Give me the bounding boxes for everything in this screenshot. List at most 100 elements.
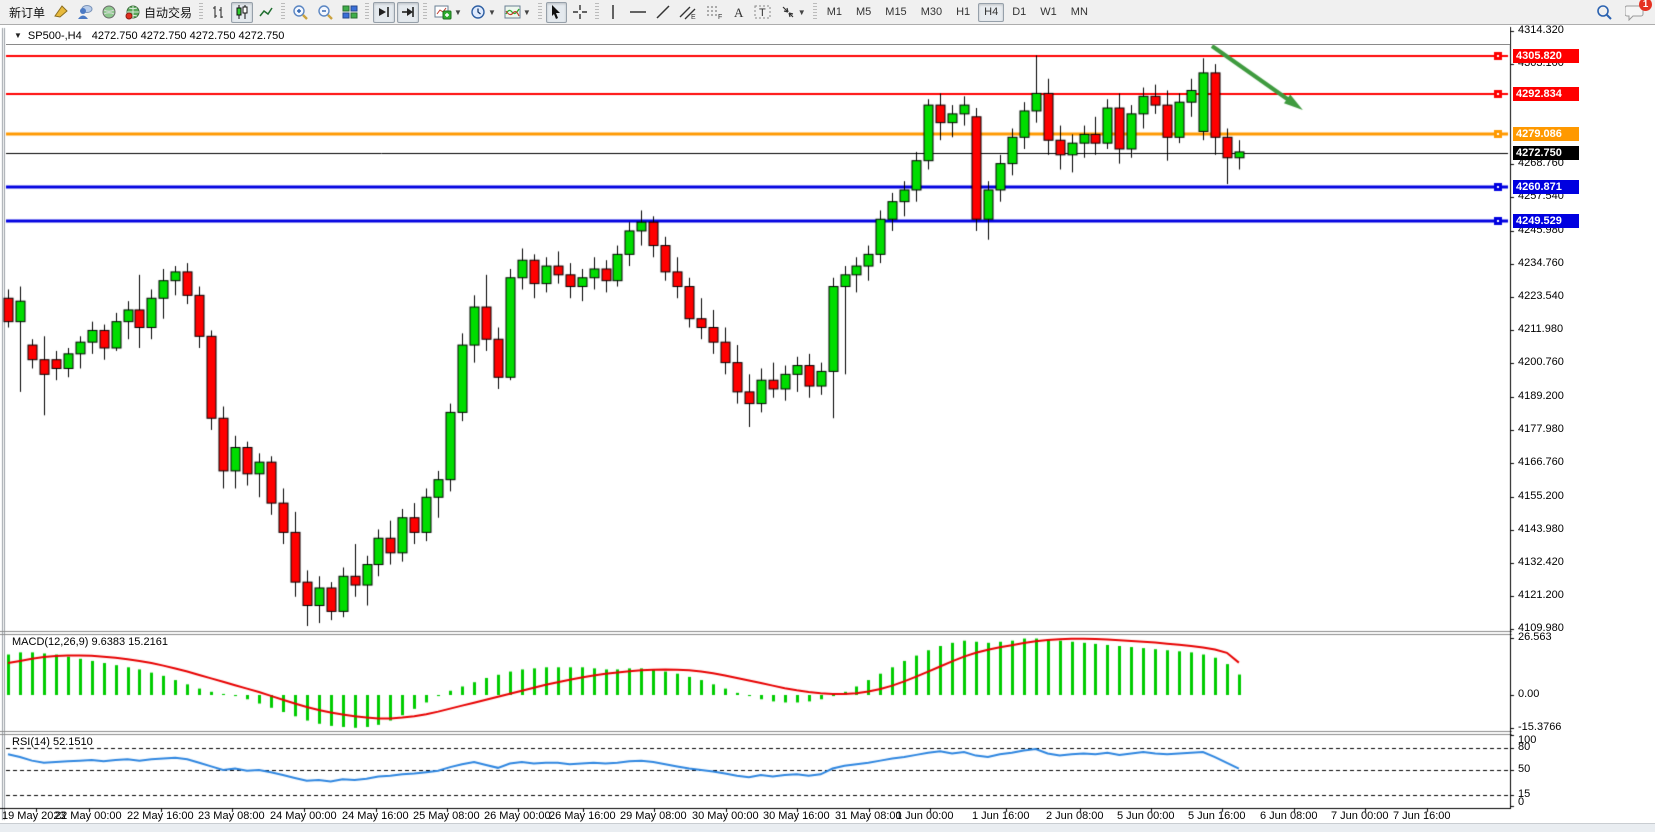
new-order-button[interactable]: 新订单 [3, 2, 48, 23]
time-axis-label: 24 May 00:00 [270, 810, 337, 822]
autotrading-button[interactable]: 自动交易 [122, 2, 195, 23]
dropdown-arrow-icon: ▼ [797, 7, 806, 17]
user-cloud-icon [77, 4, 93, 20]
timeframe-button-mn[interactable]: MN [1070, 6, 1088, 18]
indicator-wave-icon [504, 4, 521, 20]
globe-icon [125, 4, 141, 20]
timeframe-button-h4[interactable]: H4 [978, 2, 1005, 22]
timeframe-group: M1 M5 M15 M30 H1 H4 D1 W1 MN [820, 2, 1095, 22]
new-chart-button[interactable]: ▼ [431, 2, 465, 23]
toolbar-separator [199, 3, 204, 21]
price-axis-tick: 4211.980 [1518, 323, 1564, 335]
tile-windows-button[interactable] [339, 2, 361, 23]
text-tool-button[interactable]: A [728, 2, 749, 23]
time-axis-label: 22 May 16:00 [127, 810, 194, 822]
time-axis-label: 22 May 00:00 [55, 810, 122, 822]
chart-shift-icon [376, 4, 392, 20]
fibonacci-icon: F [705, 4, 723, 20]
price-axis-tick: 4200.760 [1518, 356, 1564, 368]
tile-windows-icon [342, 4, 358, 20]
dropdown-arrow-icon: ▼ [522, 7, 531, 17]
vertical-line-icon [607, 4, 619, 20]
time-axis-label: 24 May 16:00 [342, 810, 409, 822]
timeframe-button-d1[interactable]: D1 [1012, 6, 1027, 18]
cursor-icon [549, 4, 563, 20]
timeframe-button-w1[interactable]: W1 [1040, 6, 1057, 18]
search-icon [1596, 4, 1613, 21]
crosshair-tool-button[interactable] [569, 2, 591, 23]
channel-tool-button[interactable]: E [676, 2, 700, 23]
timeframe-button-m1[interactable]: M1 [826, 6, 842, 18]
chart-shift-button[interactable] [373, 1, 396, 23]
current-price-tag: 4272.750 [1513, 146, 1579, 160]
navigator-button[interactable] [98, 2, 120, 23]
time-axis-label: 26 May 16:00 [549, 810, 616, 822]
auto-scroll-button[interactable] [397, 1, 420, 23]
macd-axis-tick: 26.563 [1518, 631, 1552, 643]
letter-a-icon: A [731, 4, 745, 20]
cursor-tool-button[interactable] [545, 1, 567, 23]
zoom-in-icon [292, 4, 309, 21]
macd-axis-tick: -15.3766 [1518, 721, 1562, 733]
price-axis-tick: 4268.760 [1518, 157, 1564, 169]
price-axis-tick: 4155.200 [1518, 490, 1564, 502]
hline-price-tag: 4279.086 [1513, 127, 1579, 141]
trendline-tool-button[interactable] [652, 2, 674, 23]
rsi-axis-tick: 100 [1518, 734, 1537, 746]
equidistant-channel-icon: E [679, 4, 697, 20]
search-button[interactable] [1593, 2, 1616, 23]
candlestick-chart-button[interactable] [231, 1, 254, 23]
window-bottom-edge [0, 823, 1655, 832]
market-watch-button[interactable] [50, 2, 72, 23]
price-axis-tick: 4234.760 [1518, 257, 1564, 269]
rsi-axis-tick: 0 [1518, 796, 1525, 808]
one-click-trading-expander[interactable]: ▼ [14, 31, 22, 40]
data-window-button[interactable] [74, 2, 96, 23]
svg-text:F: F [718, 14, 722, 20]
periods-button[interactable]: ▼ [467, 2, 499, 23]
horizontal-line-icon [629, 4, 647, 20]
time-axis-label: 2 Jun 08:00 [1046, 810, 1104, 822]
svg-text:A: A [734, 5, 744, 20]
time-axis-label: 29 May 08:00 [620, 810, 687, 822]
price-axis-tick: 4166.760 [1518, 456, 1564, 468]
line-chart-button[interactable] [255, 2, 277, 23]
time-axis-label: 31 May 08:00 [835, 810, 902, 822]
time-axis-label: 25 May 08:00 [413, 810, 480, 822]
arrow-objects-button[interactable]: ▼ [777, 2, 809, 23]
timeframe-button-m15[interactable]: M15 [885, 6, 907, 18]
line-chart-icon [258, 4, 274, 20]
ohlc-values: 4272.750 4272.750 4272.750 4272.750 [91, 29, 285, 42]
bar-chart-button[interactable] [207, 2, 229, 23]
candlesticks-icon [234, 4, 250, 20]
price-axis-tick: 4121.200 [1518, 589, 1564, 601]
timeframe-button-m30[interactable]: M30 [920, 6, 943, 18]
time-axis-label: 7 Jun 16:00 [1393, 810, 1451, 822]
vertical-line-tool-button[interactable] [603, 2, 624, 23]
timeframe-button-h1[interactable]: H1 [956, 6, 971, 18]
notifications-button[interactable]: 1 [1625, 0, 1652, 21]
zoom-in-button[interactable] [289, 2, 312, 23]
toolbar-separator [423, 3, 428, 21]
text-label-tool-button[interactable]: T [751, 2, 775, 23]
toolbar-separator [281, 3, 286, 21]
text-label-icon: T [754, 4, 772, 20]
hline-price-tag: 4249.529 [1513, 214, 1579, 228]
price-axis-tick: 4143.980 [1518, 523, 1564, 535]
horizontal-line-tool-button[interactable] [626, 2, 650, 23]
time-axis-label: 19 May 2023 [2, 810, 66, 822]
main-toolbar: 新订单 自动交易 ▼ ▼ [0, 0, 1655, 25]
trendline-icon [655, 4, 671, 20]
price-axis-tick: 4109.980 [1518, 622, 1564, 634]
fibonacci-tool-button[interactable]: F [702, 2, 726, 23]
price-axis-tick: 4189.200 [1518, 390, 1564, 402]
notification-badge: 1 [1639, 0, 1652, 11]
hline-price-tag: 4292.834 [1513, 87, 1579, 101]
time-axis-label: 5 Jun 00:00 [1117, 810, 1175, 822]
macd-axis-tick: 0.00 [1518, 688, 1540, 700]
zoom-out-button[interactable] [314, 2, 337, 23]
timeframe-button-m5[interactable]: M5 [856, 6, 872, 18]
macd-indicator-label: MACD(12,26,9) 9.6383 15.2161 [12, 636, 168, 648]
indicators-button[interactable]: ▼ [501, 2, 534, 23]
